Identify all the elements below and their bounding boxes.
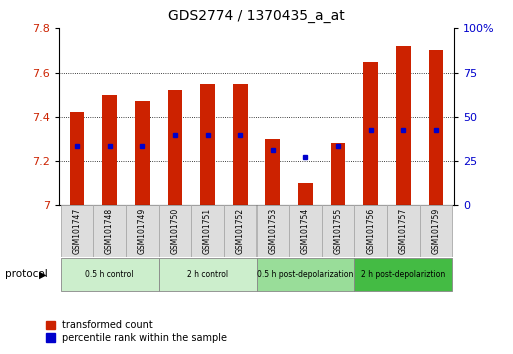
Text: 0.5 h control: 0.5 h control xyxy=(85,270,134,279)
Text: GSM101757: GSM101757 xyxy=(399,208,408,254)
Text: protocol: protocol xyxy=(5,269,48,279)
Bar xyxy=(298,183,313,205)
Bar xyxy=(191,205,224,257)
Bar xyxy=(233,84,247,205)
Text: ▶: ▶ xyxy=(38,269,46,279)
Bar xyxy=(159,258,256,291)
Bar xyxy=(354,205,387,257)
Bar xyxy=(126,205,159,257)
Text: 2 h post-depolariztion: 2 h post-depolariztion xyxy=(361,270,445,279)
Bar xyxy=(159,205,191,257)
Bar xyxy=(168,90,182,205)
Bar xyxy=(93,205,126,257)
Text: GSM101756: GSM101756 xyxy=(366,208,375,254)
Bar xyxy=(420,205,452,257)
Bar xyxy=(256,258,354,291)
Bar xyxy=(102,95,117,205)
Text: GSM101754: GSM101754 xyxy=(301,208,310,254)
Text: GSM101749: GSM101749 xyxy=(138,208,147,254)
Bar xyxy=(354,258,452,291)
Bar xyxy=(70,113,84,205)
Text: GSM101750: GSM101750 xyxy=(170,208,180,254)
Bar xyxy=(429,50,443,205)
Text: GSM101748: GSM101748 xyxy=(105,208,114,254)
Text: GSM101753: GSM101753 xyxy=(268,208,278,254)
Text: GDS2774 / 1370435_a_at: GDS2774 / 1370435_a_at xyxy=(168,9,345,23)
Bar xyxy=(224,205,256,257)
Text: 2 h control: 2 h control xyxy=(187,270,228,279)
Text: GSM101759: GSM101759 xyxy=(431,208,441,254)
Text: GSM101752: GSM101752 xyxy=(235,208,245,254)
Text: 0.5 h post-depolarization: 0.5 h post-depolarization xyxy=(258,270,353,279)
Bar xyxy=(61,258,159,291)
Bar xyxy=(387,205,420,257)
Text: GSM101751: GSM101751 xyxy=(203,208,212,254)
Text: GSM101755: GSM101755 xyxy=(333,208,343,254)
Bar xyxy=(135,101,150,205)
Bar xyxy=(265,139,280,205)
Bar xyxy=(256,205,289,257)
Bar xyxy=(396,46,411,205)
Bar xyxy=(331,143,345,205)
Bar xyxy=(363,62,378,205)
Bar xyxy=(322,205,354,257)
Bar xyxy=(289,205,322,257)
Legend: transformed count, percentile rank within the sample: transformed count, percentile rank withi… xyxy=(46,320,227,343)
Text: GSM101747: GSM101747 xyxy=(72,208,82,254)
Bar xyxy=(200,84,215,205)
Bar xyxy=(61,205,93,257)
